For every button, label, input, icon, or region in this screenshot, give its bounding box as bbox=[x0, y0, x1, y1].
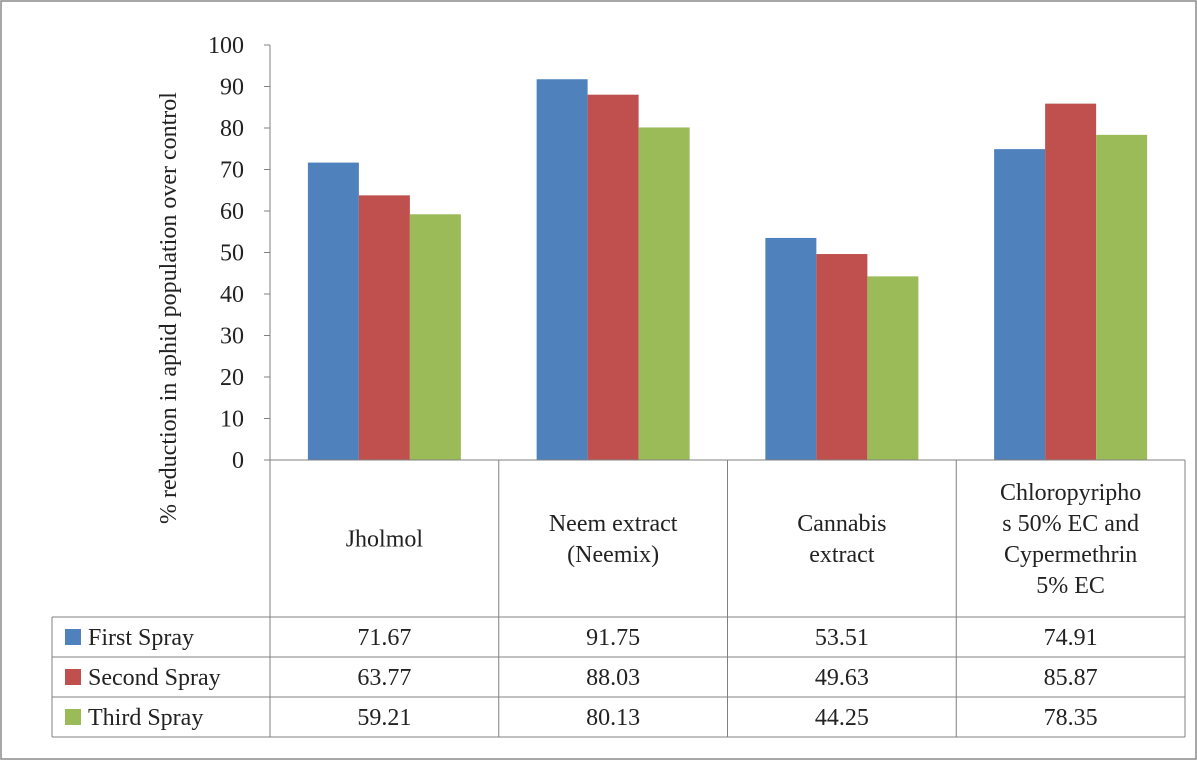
bar bbox=[587, 94, 639, 460]
y-axis-ticks: 0 10 20 30 40 50 60 70 80 90 100 bbox=[208, 33, 270, 474]
data-label: 44.25 bbox=[815, 705, 869, 731]
y-tick-label: 90 bbox=[220, 75, 244, 101]
legend-swatch bbox=[65, 709, 81, 725]
category-label: extract bbox=[809, 542, 875, 568]
y-tick-label: 50 bbox=[220, 241, 244, 267]
y-axis-label: % reduction in aphid population over con… bbox=[156, 92, 182, 524]
data-label: 71.67 bbox=[357, 625, 411, 651]
y-tick-label: 0 bbox=[232, 448, 244, 474]
data-label: 49.63 bbox=[815, 665, 869, 691]
category-label: s 50% EC and bbox=[1002, 511, 1139, 537]
bar bbox=[638, 127, 690, 460]
data-label: 74.91 bbox=[1044, 625, 1098, 651]
data-label: 85.87 bbox=[1044, 665, 1098, 691]
bar bbox=[765, 237, 817, 460]
y-tick-label: 40 bbox=[220, 282, 244, 308]
data-label: 59.21 bbox=[357, 705, 411, 731]
legend-label: Third Spray bbox=[88, 705, 203, 731]
category-label: (Neemix) bbox=[567, 542, 659, 568]
bar bbox=[816, 254, 868, 460]
y-tick-label: 70 bbox=[220, 158, 244, 184]
data-label: 53.51 bbox=[815, 625, 869, 651]
bar bbox=[994, 149, 1046, 460]
category-label: Cannabis bbox=[797, 511, 886, 537]
data-label: 63.77 bbox=[357, 665, 411, 691]
y-tick-label: 10 bbox=[220, 407, 244, 433]
bar bbox=[1096, 134, 1148, 460]
data-label: 78.35 bbox=[1044, 705, 1098, 731]
data-table: Jholmol Neem extract (Neemix) Cannabis extra… bbox=[51, 459, 1186, 738]
category-label: Chloropyripho bbox=[1000, 480, 1141, 506]
y-tick-label: 30 bbox=[220, 324, 244, 350]
category-label: Jholmol bbox=[346, 527, 424, 553]
y-tick-label: 20 bbox=[220, 365, 244, 391]
bar bbox=[307, 162, 359, 460]
bar bbox=[1045, 103, 1097, 461]
bar bbox=[536, 79, 588, 461]
bar bbox=[358, 195, 410, 461]
bar bbox=[409, 214, 461, 460]
legend-label: First Spray bbox=[88, 625, 194, 651]
category-label: Neem extract bbox=[549, 511, 678, 537]
y-tick-label: 80 bbox=[220, 116, 244, 142]
category-label: 5% EC bbox=[1036, 573, 1105, 599]
legend-swatch bbox=[65, 669, 81, 685]
data-label: 80.13 bbox=[586, 705, 640, 731]
legend-swatch bbox=[65, 629, 81, 645]
bars bbox=[307, 79, 1148, 461]
bar bbox=[867, 276, 919, 460]
y-tick-label: 60 bbox=[220, 199, 244, 225]
legend-label: Second Spray bbox=[88, 665, 221, 691]
data-label: 91.75 bbox=[586, 625, 640, 651]
data-label: 88.03 bbox=[586, 665, 640, 691]
y-tick-label: 100 bbox=[208, 33, 244, 59]
category-label: Cypermethrin bbox=[1004, 542, 1137, 568]
